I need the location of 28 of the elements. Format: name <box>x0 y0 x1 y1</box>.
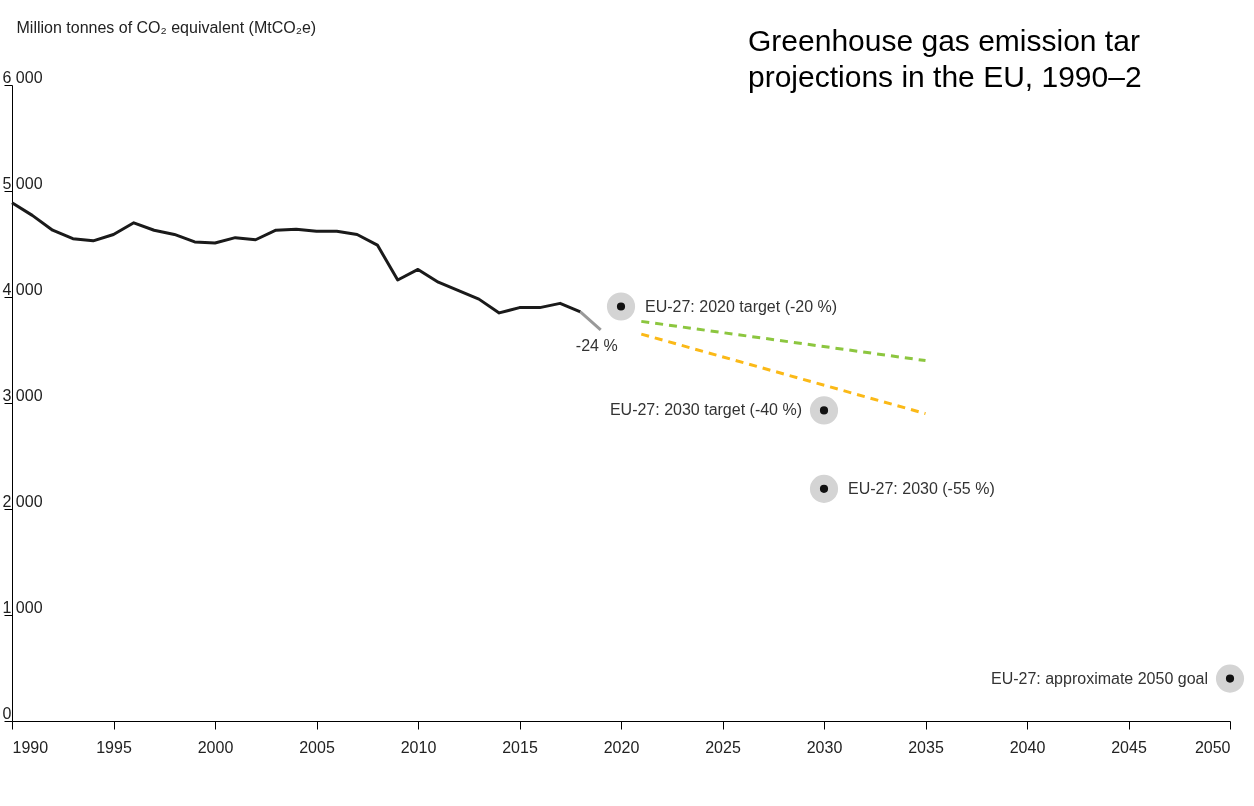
x-tick-label: 1995 <box>96 738 132 756</box>
y-tick-label: 3 000 <box>2 386 43 404</box>
x-tick-label: 2015 <box>502 738 538 756</box>
x-tick-label: 2020 <box>603 738 640 756</box>
x-tick-label: 1990 <box>12 738 49 756</box>
x-tick-label: 2045 <box>1111 738 1147 756</box>
x-tick-label: 2025 <box>705 738 741 756</box>
x-tick-label: 2035 <box>908 738 944 756</box>
y-tick-label: 2 000 <box>2 492 43 510</box>
x-tick-label: 2050 <box>1194 738 1231 756</box>
x-tick-label: 2000 <box>197 738 234 756</box>
y-tick-label: 5 000 <box>2 174 43 192</box>
annotation: EU-27: 2020 target (-20 %) <box>645 297 838 315</box>
annotation: EU-27: approximate 2050 goal <box>990 669 1208 687</box>
y-tick-label: 4 000 <box>2 280 43 298</box>
x-tick-label: 2030 <box>806 738 843 756</box>
text: Greenhouse gas emission tar <box>748 24 1140 57</box>
x-tick-label: 2005 <box>299 738 335 756</box>
annotation: EU-27: 2030 target (-40 %) <box>609 401 802 419</box>
y-axis-title: Million tonnes of CO₂ equivalent (MtCO₂e) <box>16 18 317 36</box>
text: projections in the EU, 1990–2 <box>748 60 1142 93</box>
y-tick-label: 6 000 <box>2 68 43 86</box>
x-tick-label: 2040 <box>1009 738 1046 756</box>
annotation: EU-27: 2030 (-55 %) <box>848 479 995 497</box>
y-tick-label: 1 000 <box>2 598 43 616</box>
y-tick-label: 0 <box>2 704 12 722</box>
x-tick-label: 2010 <box>400 738 437 756</box>
annotation: -24 % <box>575 336 618 354</box>
